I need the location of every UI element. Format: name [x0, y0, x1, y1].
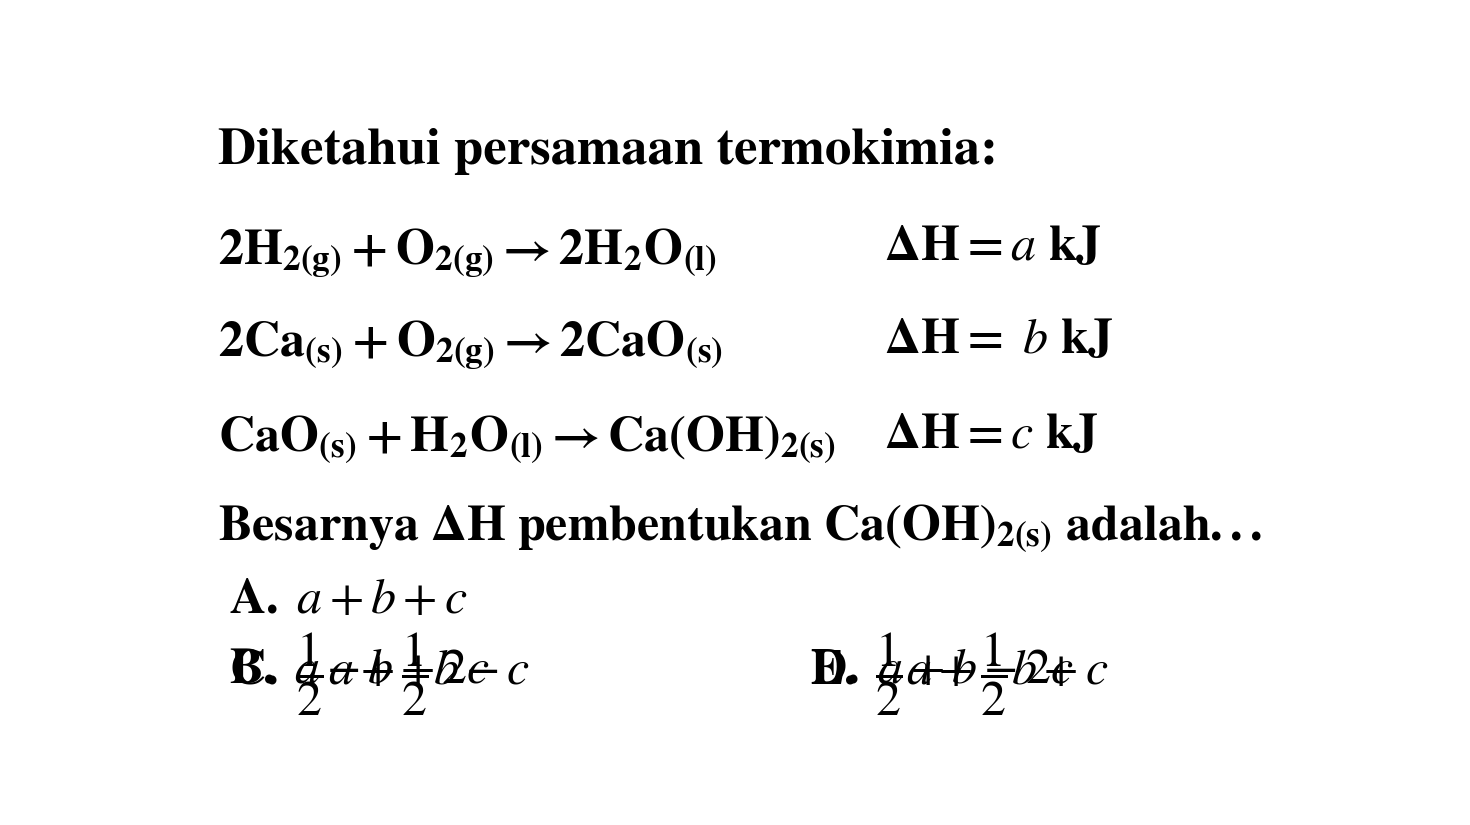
Text: $\mathbf{\Delta H = \mathit{c}\ kJ}$: $\mathbf{\Delta H = \mathit{c}\ kJ}$	[885, 413, 1100, 459]
Text: $\mathbf{2H_{2(g)} + O_{2(g)} \rightarrow 2H_2O_{(l)}}$: $\mathbf{2H_{2(g)} + O_{2(g)} \rightarro…	[218, 226, 716, 280]
Text: $\mathbf{A.}\ \mathit{a + b + c}$: $\mathbf{A.}\ \mathit{a + b + c}$	[229, 578, 467, 624]
Text: $\mathbf{\Delta H =\ \mathit{b}\ kJ}$: $\mathbf{\Delta H =\ \mathit{b}\ kJ}$	[885, 318, 1114, 364]
Text: $\mathbf{E.}\ \dfrac{1}{2}\mathit{a} + \dfrac{1}{2}\mathit{b} + \mathit{c}$: $\mathbf{E.}\ \dfrac{1}{2}\mathit{a} + \…	[810, 630, 1108, 718]
Text: $\mathbf{C.}\ \dfrac{1}{2}\mathit{a} + \dfrac{1}{2}\mathit{b} - \mathit{c}$: $\mathbf{C.}\ \dfrac{1}{2}\mathit{a} + \…	[229, 630, 531, 718]
Text: $\mathbf{B.}\ \mathit{a - b + 2c}$: $\mathbf{B.}\ \mathit{a - b + 2c}$	[229, 648, 490, 694]
Text: $\mathbf{2Ca_{(s)} + O_{2(g)} \rightarrow 2CaO_{(s)}}$: $\mathbf{2Ca_{(s)} + O_{2(g)} \rightarro…	[218, 318, 723, 372]
Text: $\mathbf{CaO_{(s)} + H_2O_{(l)} \rightarrow Ca(OH)_{2(s)}}$: $\mathbf{CaO_{(s)} + H_2O_{(l)} \rightar…	[218, 413, 835, 466]
Text: $\mathbf{\Delta H = \mathit{a}\ kJ}$: $\mathbf{\Delta H = \mathit{a}\ kJ}$	[885, 226, 1102, 271]
Text: $\mathbf{D.}\ \mathit{a + b - 2c}$: $\mathbf{D.}\ \mathit{a + b - 2c}$	[810, 648, 1075, 694]
Text: Diketahui persamaan termokimia:: Diketahui persamaan termokimia:	[218, 128, 998, 175]
Text: $\mathbf{Besarnya\ \Delta H\ pembentukan\ Ca(OH)_{2(s)}\ adalah...}$: $\mathbf{Besarnya\ \Delta H\ pembentukan…	[218, 502, 1261, 555]
